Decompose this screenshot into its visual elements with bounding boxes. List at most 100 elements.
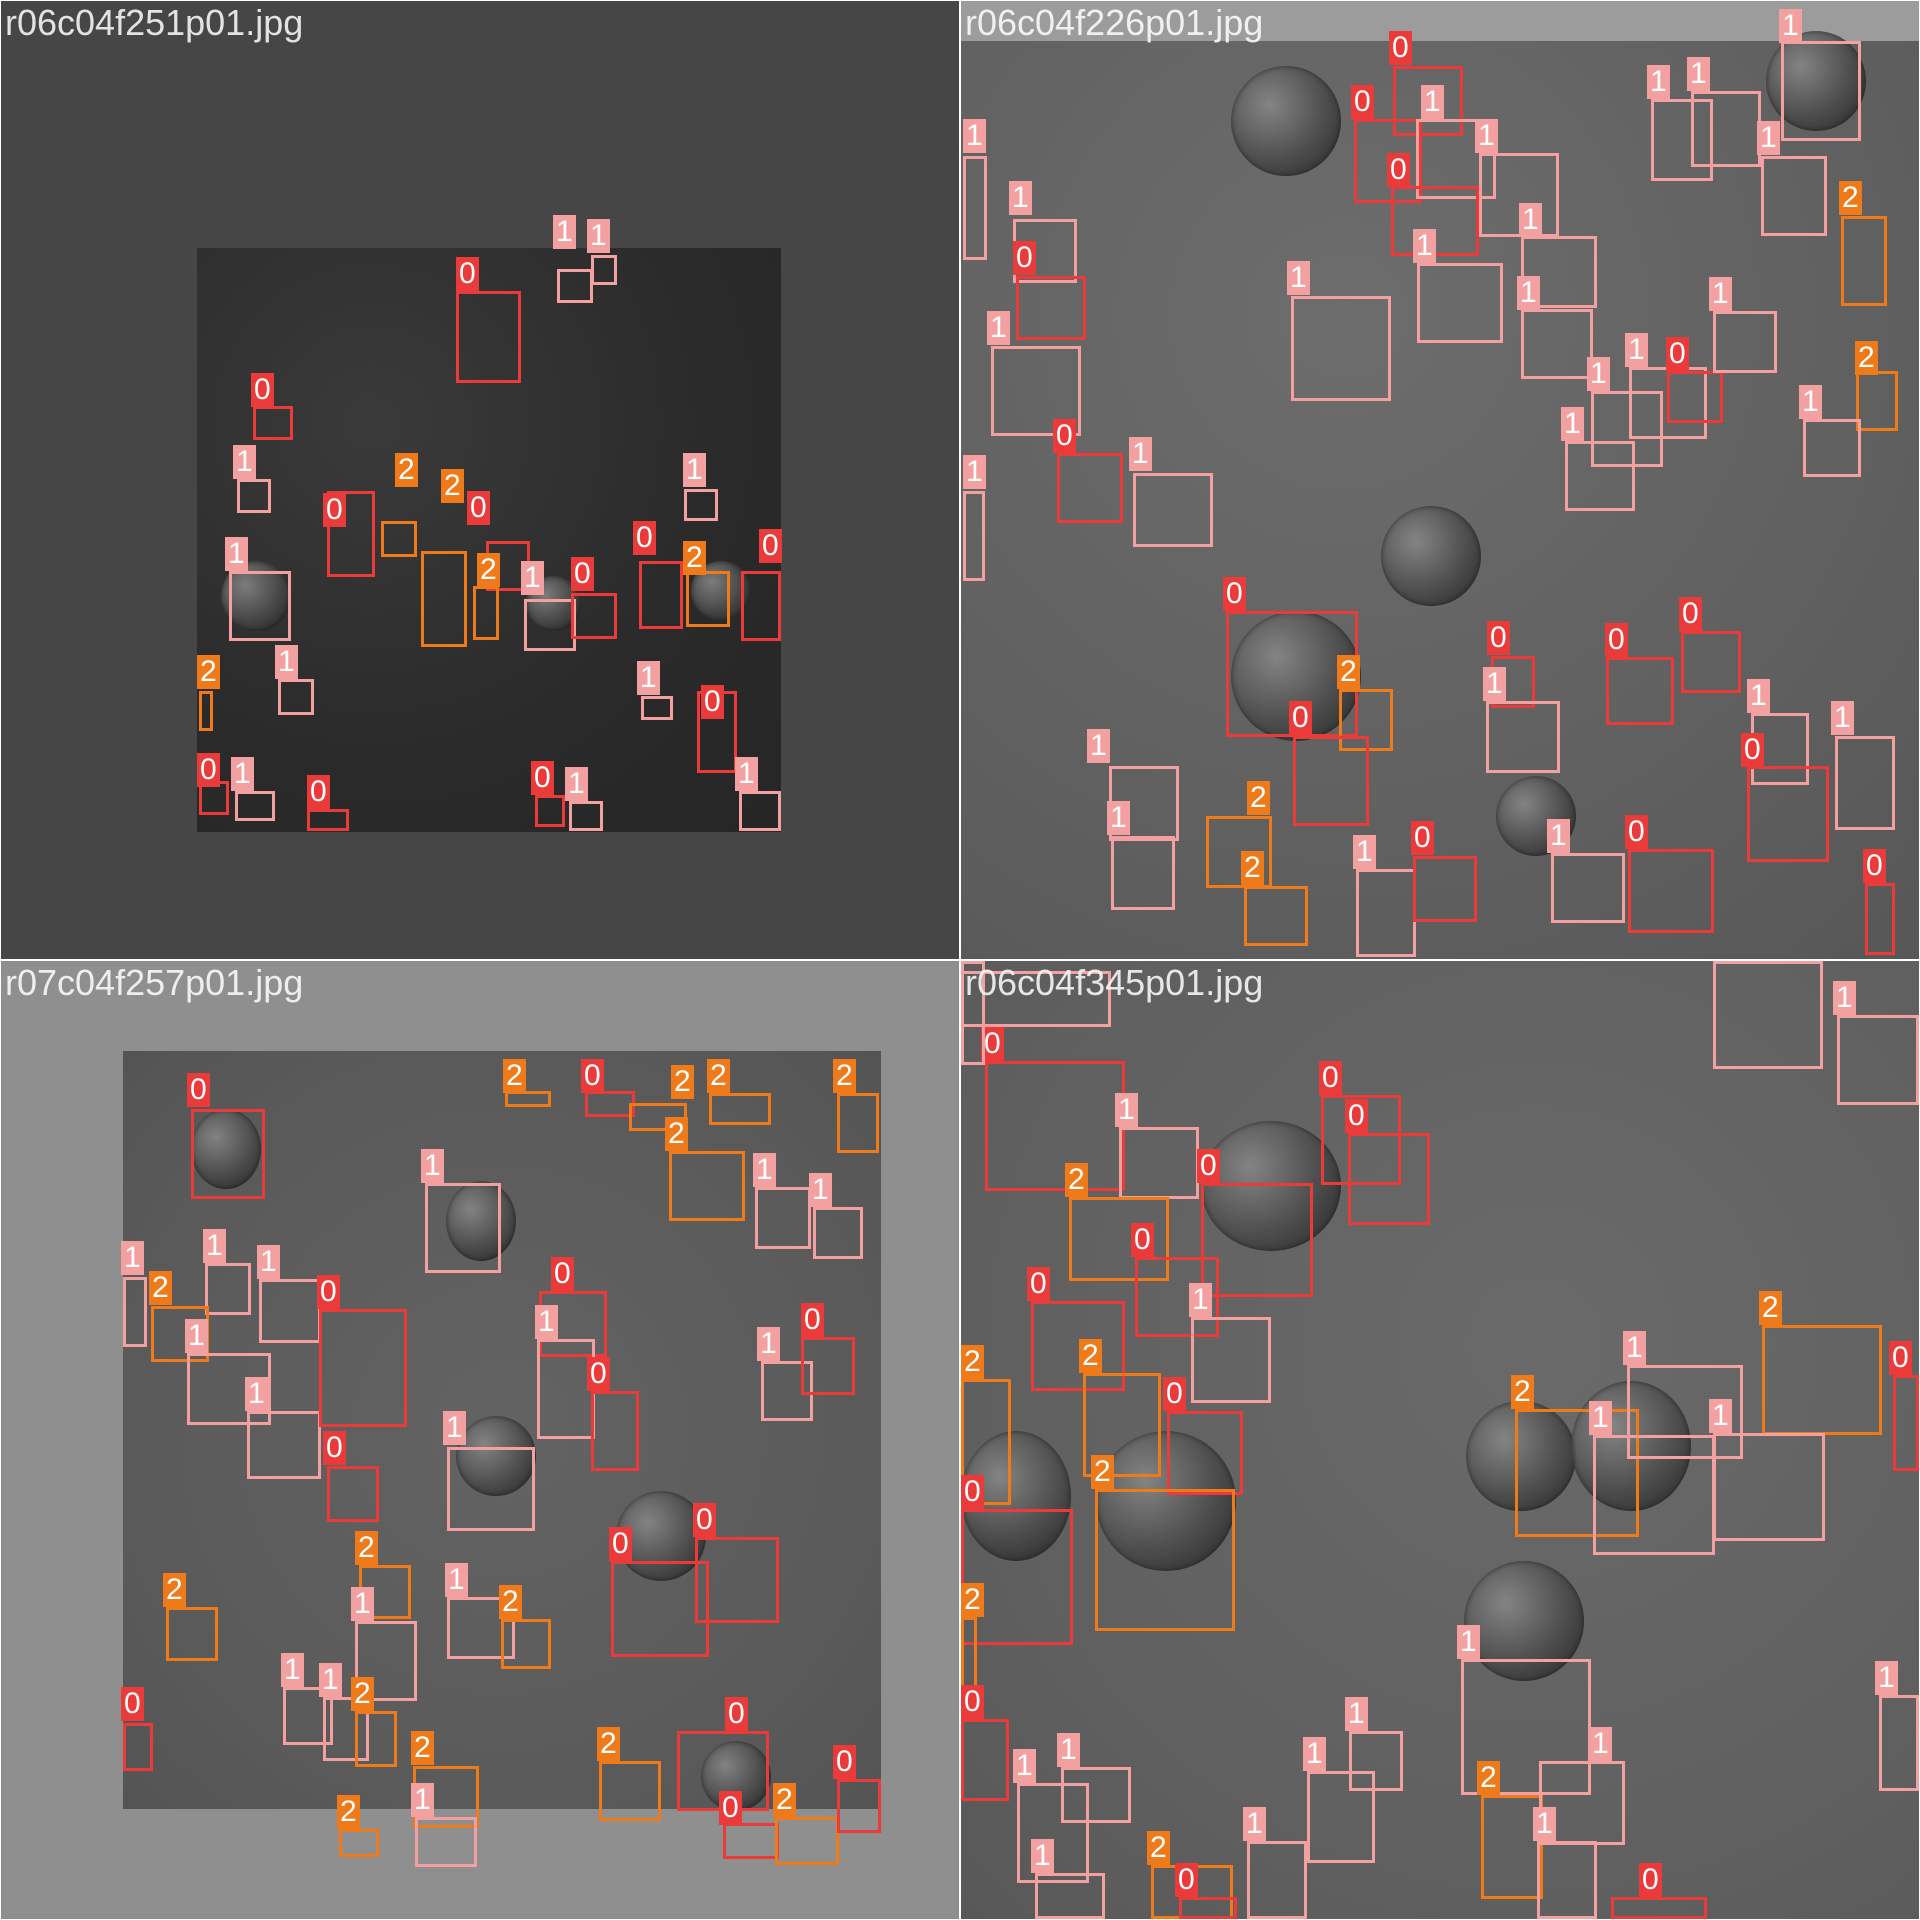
tile-top-right: 1 1 0 1 0 1 1 1 0 0 1 0 1 1 1 1 1 1 1 [961, 1, 1919, 959]
detection-box [1413, 856, 1477, 922]
tile-filename: r06c04f251p01.jpg [5, 2, 304, 43]
detection-label: 0 [1605, 623, 1628, 657]
cell [1466, 1401, 1576, 1511]
detection-label: 1 [1833, 981, 1856, 1015]
detection-label: 1 [1107, 801, 1130, 835]
detection-box [1667, 371, 1723, 423]
detection-box [1356, 869, 1416, 957]
detection-label: 2 [503, 1059, 526, 1093]
detection-label: 2 [1511, 1375, 1534, 1409]
detection-box [327, 1466, 379, 1522]
detection-box [686, 571, 730, 627]
detection-box [381, 521, 417, 557]
detection-label: 0 [693, 1503, 716, 1537]
detection-label: 1 [1517, 276, 1540, 310]
detection-box [1761, 156, 1827, 236]
detection-label: 1 [185, 1319, 208, 1353]
detection-label: 2 [1759, 1291, 1782, 1325]
detection-label: 0 [1027, 1267, 1050, 1301]
detection-label: 2 [833, 1059, 856, 1093]
detection-label: 1 [1623, 1331, 1646, 1365]
detection-label: 1 [1533, 1807, 1556, 1841]
detection-label: 1 [735, 757, 758, 791]
detection-label: 0 [251, 373, 274, 407]
detection-box [425, 1183, 501, 1273]
tile-filename: r07c04f257p01.jpg [5, 962, 304, 1003]
detection-box [524, 599, 576, 651]
tile-bottom-left: 0 2 0 2 2 2 2 1 1 1 1 1 2 1 1 1 0 0 1 [1, 961, 959, 1919]
detection-box [1565, 441, 1635, 511]
detection-label: 1 [1129, 437, 1152, 471]
detection-label: 0 [1889, 1341, 1912, 1375]
detection-label: 1 [1413, 229, 1436, 263]
detection-label: 2 [671, 1065, 694, 1099]
detection-box [1057, 453, 1123, 523]
cell [456, 1416, 536, 1496]
detection-box [1691, 91, 1761, 167]
detection-label: 1 [231, 757, 254, 791]
detection-box [1856, 371, 1898, 431]
detection-box [801, 1337, 855, 1395]
detection-label: 0 [1863, 849, 1886, 883]
detection-box [1537, 1841, 1597, 1919]
detection-label: 0 [121, 1687, 144, 1721]
detection-box [639, 561, 683, 629]
tile-top-left: 0 1 1 0 1 1 0 2 2 0 1 0 2 1 0 2 0 1 2 [1, 1, 959, 959]
detection-label: 1 [1519, 203, 1542, 237]
detection-label: 0 [1197, 1149, 1220, 1183]
detection-box [1321, 1095, 1401, 1185]
detection-box [611, 1561, 709, 1657]
detection-label: 1 [1421, 85, 1444, 119]
detection-label: 0 [961, 1475, 984, 1509]
detection-box [1713, 961, 1823, 1069]
detection-label: 1 [1243, 1807, 1266, 1841]
detection-box [1291, 296, 1391, 401]
detection-box [191, 1109, 265, 1199]
detection-label: 1 [1687, 57, 1710, 91]
detection-label: 0 [187, 1073, 210, 1107]
detection-box [1247, 1841, 1307, 1919]
detection-label: 1 [637, 661, 660, 695]
microscopy-image [197, 248, 781, 832]
detection-box [1781, 41, 1861, 141]
detection-label: 2 [597, 1727, 620, 1761]
detection-box [339, 1829, 379, 1857]
detection-box [741, 571, 781, 641]
detection-label: 1 [1831, 701, 1854, 735]
cell [1096, 1431, 1236, 1571]
detection-label: 1 [587, 219, 610, 253]
detection-label: 0 [467, 491, 490, 525]
detection-label: 0 [801, 1303, 824, 1337]
detection-box [1803, 419, 1861, 477]
detection-box [1349, 1731, 1403, 1791]
cell [1201, 1121, 1341, 1251]
detection-box [501, 1619, 551, 1669]
detection-label: 2 [665, 1117, 688, 1151]
detection-box [319, 1309, 407, 1427]
detection-label: 0 [725, 1697, 748, 1731]
detection-label: 0 [1679, 597, 1702, 631]
detection-label: 0 [571, 557, 594, 591]
detection-label: 2 [1079, 1339, 1102, 1373]
detection-box [1611, 1897, 1707, 1919]
detection-box [557, 269, 593, 303]
detection-box [1865, 883, 1895, 955]
detection-box [961, 971, 1111, 1027]
detection-box [1133, 473, 1213, 547]
detection-label: 2 [441, 469, 464, 503]
detection-label: 0 [587, 1357, 610, 1391]
detection-label: 1 [203, 1229, 226, 1263]
detection-box [1083, 1373, 1161, 1477]
detection-label: 1 [1115, 1093, 1138, 1127]
detection-label: 2 [1091, 1455, 1114, 1489]
detection-label: 1 [1013, 1749, 1036, 1783]
detection-box [355, 1621, 417, 1701]
detection-label: 2 [163, 1573, 186, 1607]
detection-label: 2 [355, 1531, 378, 1565]
detection-box [695, 1537, 779, 1623]
detection-box [985, 1061, 1125, 1191]
detection-box [709, 1093, 771, 1125]
detection-label: 0 [1345, 1099, 1368, 1133]
detection-box [571, 593, 617, 639]
detection-label: 0 [1013, 241, 1036, 275]
